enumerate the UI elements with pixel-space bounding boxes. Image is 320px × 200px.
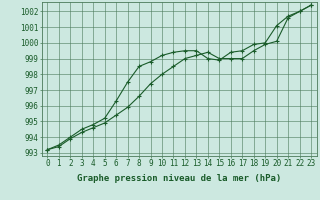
X-axis label: Graphe pression niveau de la mer (hPa): Graphe pression niveau de la mer (hPa) <box>77 174 281 183</box>
